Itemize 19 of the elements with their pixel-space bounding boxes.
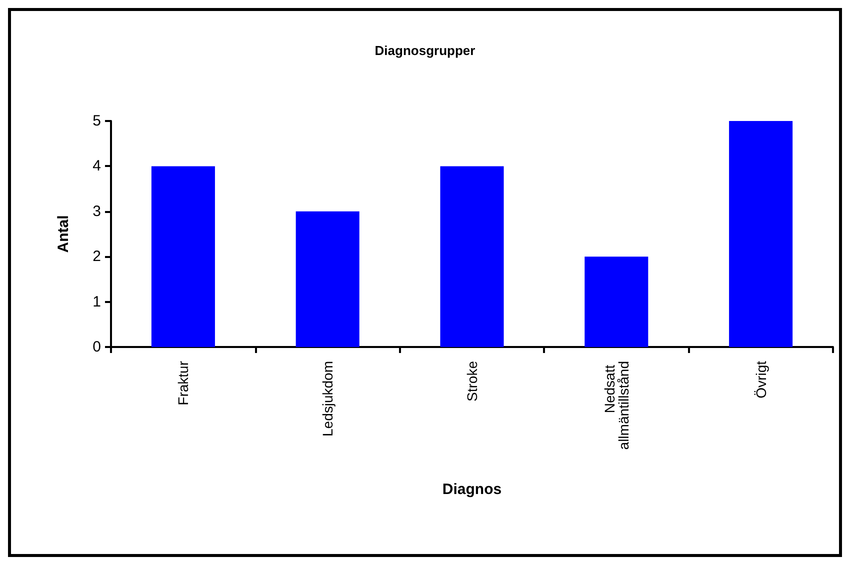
- y-tick-label: 1: [92, 293, 101, 310]
- bar: [729, 121, 793, 347]
- y-tick-label: 4: [92, 158, 101, 175]
- x-tick-label: Nedsatt allmäntillstånd: [601, 361, 632, 450]
- chart-title: Diagnosgrupper: [374, 43, 476, 58]
- y-tick-label: 0: [92, 338, 101, 356]
- y-tick-label: 2: [92, 248, 101, 266]
- x-axis-title: Diagnos: [442, 481, 502, 498]
- y-axis-title: Antal: [55, 215, 72, 253]
- x-tick-label: Stroke: [464, 360, 480, 402]
- x-tick-label: Fraktur: [175, 360, 192, 406]
- bar: [151, 166, 215, 347]
- bar: [584, 256, 648, 347]
- bar: [440, 166, 504, 347]
- x-tick-label: Övrigt: [752, 360, 769, 398]
- y-tick-label: 5: [92, 112, 101, 130]
- bar: [296, 211, 360, 347]
- x-tick-label: Ledsjukdom: [320, 361, 336, 436]
- y-tick-label: 3: [92, 202, 101, 220]
